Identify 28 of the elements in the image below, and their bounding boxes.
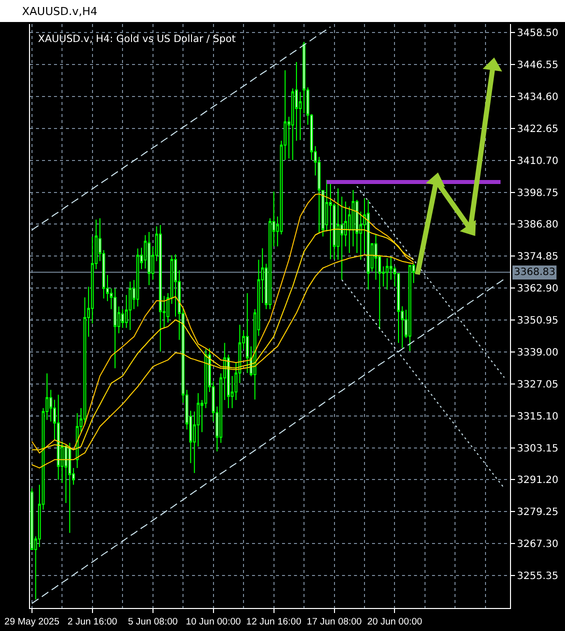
- y-tick-label: 3446.55: [517, 60, 558, 71]
- y-tick-label: 3315.10: [517, 411, 558, 422]
- x-tick-label: 2 Jun 16:00: [68, 616, 118, 628]
- chart-title: XAUUSD.v,H4: [22, 4, 98, 18]
- y-tick-label: 3410.70: [517, 156, 558, 167]
- y-tick-label: 3255.35: [517, 571, 558, 582]
- y-tick-label: 3458.50: [517, 28, 558, 40]
- x-tick-label: 29 May 2025: [4, 616, 60, 628]
- y-tick-label: 3339.00: [517, 347, 558, 358]
- x-tick-label: 10 Jun 00:00: [186, 616, 241, 628]
- y-tick-label: 3362.90: [517, 284, 558, 295]
- y-tick-label: 3386.80: [517, 220, 558, 231]
- y-tick-label: 3350.95: [517, 316, 558, 327]
- x-tick-label: 12 Jun 16:00: [246, 616, 302, 628]
- y-tick-label: 3279.25: [517, 507, 558, 518]
- text: XAUUSD.v, H4: Gold vs US Dollar / Spot: [38, 34, 236, 45]
- y-tick-label: 3398.75: [517, 188, 558, 199]
- y-tick-label: 3422.65: [517, 124, 558, 135]
- y-tick-label: 3303.15: [517, 443, 558, 454]
- y-tick-label: 3267.30: [517, 539, 558, 550]
- y-tick-label: 3327.05: [517, 379, 558, 390]
- y-tick-label: 3374.85: [517, 252, 558, 263]
- y-tick-label: 3434.60: [517, 92, 558, 103]
- ref-line-label: 3368.83: [514, 267, 556, 278]
- y-tick-label: 3291.20: [517, 475, 558, 486]
- x-tick-label: 5 Jun 08:00: [128, 616, 178, 628]
- x-tick-label: 20 Jun 00:00: [367, 616, 422, 628]
- x-tick-label: 17 Jun 08:00: [306, 616, 362, 628]
